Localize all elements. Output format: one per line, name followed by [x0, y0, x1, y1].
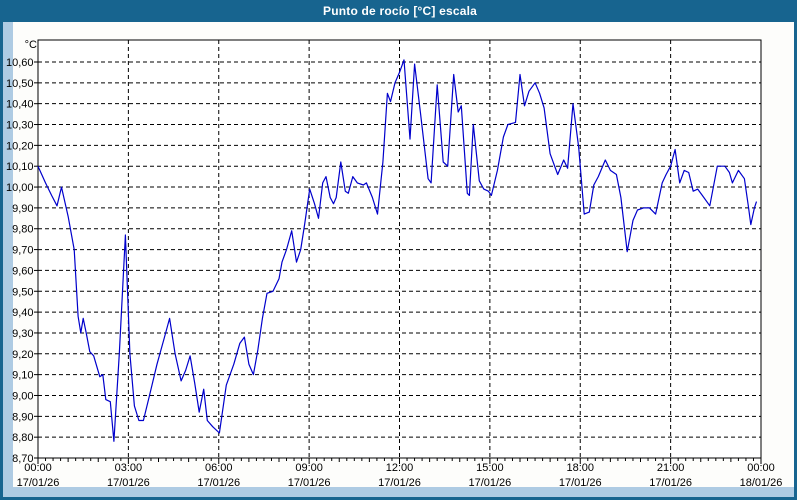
x-tick-date-label: 17/01/26	[107, 477, 150, 489]
y-tick-label: 9,10	[12, 370, 33, 382]
x-tick-time-label: 21:00	[657, 462, 685, 474]
x-tick-date-label: 17/01/26	[468, 477, 511, 489]
y-tick-label: 9,90	[12, 203, 33, 215]
y-axis-unit-label: °C	[24, 39, 37, 51]
y-tick-label: 10,60	[6, 57, 34, 69]
window-edge-right	[797, 0, 800, 500]
y-tick-label: 9,30	[12, 328, 33, 340]
y-tick-label: 10,00	[6, 182, 34, 194]
x-tick-time-label: 09:00	[295, 462, 323, 474]
y-tick-label: 8,90	[12, 411, 33, 423]
x-tick-time-label: 00:00	[24, 462, 52, 474]
x-tick-date-label: 18/01/26	[740, 477, 783, 489]
y-tick-label: 10,30	[6, 120, 34, 132]
y-tick-label: 10,40	[6, 99, 34, 111]
y-tick-label: 9,60	[12, 265, 33, 277]
y-tick-label: 8,70	[12, 453, 33, 465]
x-tick-time-label: 15:00	[476, 462, 504, 474]
y-tick-label: 9,70	[12, 245, 33, 257]
y-tick-label: 9,00	[12, 390, 33, 402]
y-tick-label: 9,50	[12, 286, 33, 298]
y-tick-label: 9,40	[12, 307, 33, 319]
x-tick-date-label: 17/01/26	[288, 477, 331, 489]
window-title: Punto de rocío [°C] escala	[322, 4, 478, 18]
y-tick-label: 8,80	[12, 432, 33, 444]
plot-area	[37, 39, 762, 459]
x-tick-time-label: 12:00	[386, 462, 414, 474]
window-border-right	[794, 22, 797, 500]
x-tick-date-label: 17/01/26	[197, 477, 240, 489]
series-line	[37, 59, 758, 442]
x-tick-date-label: 17/01/26	[378, 477, 421, 489]
title-bar: Punto de rocío [°C] escala	[0, 0, 800, 22]
frame-strip-left	[3, 22, 13, 497]
y-tick-label: 9,20	[12, 349, 33, 361]
x-tick-time-label: 03:00	[115, 462, 143, 474]
y-tick-label: 9,80	[12, 224, 33, 236]
x-tick-date-label: 17/01/26	[649, 477, 692, 489]
x-tick-time-label: 18:00	[566, 462, 594, 474]
y-tick-label: 10,20	[6, 140, 34, 152]
frame-strip-bottom	[3, 487, 794, 497]
window-border-left	[0, 22, 3, 500]
x-tick-date-label: 17/01/26	[559, 477, 602, 489]
window-border-bottom	[0, 497, 800, 500]
x-tick-time-label: 06:00	[205, 462, 233, 474]
x-tick-time-label: 00:00	[747, 462, 775, 474]
x-tick-date-label: 17/01/26	[17, 477, 60, 489]
y-tick-label: 10,10	[6, 161, 34, 173]
y-tick-label: 10,50	[6, 78, 34, 90]
